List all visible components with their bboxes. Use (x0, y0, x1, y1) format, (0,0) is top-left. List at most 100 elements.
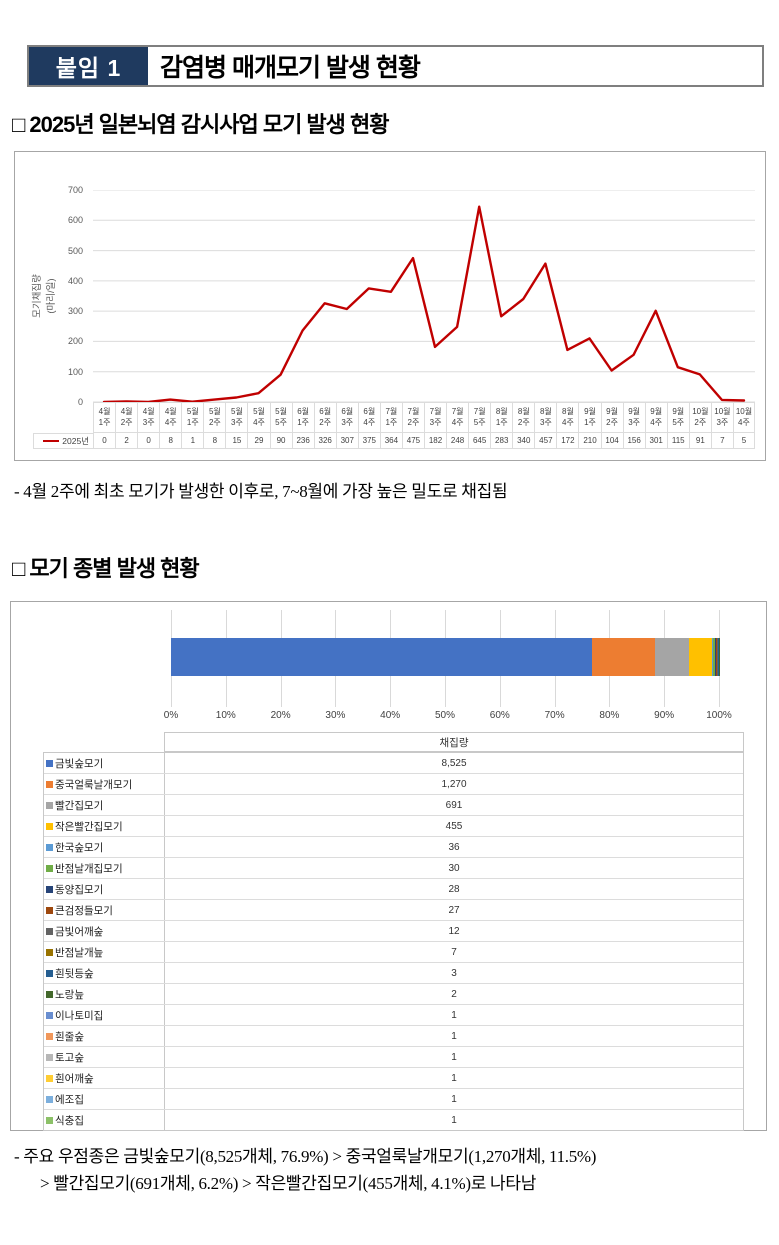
percent-tick-label: 10% (216, 710, 236, 721)
week-value-cell: 2 (115, 433, 137, 449)
species-count-cell: 1 (165, 1068, 743, 1088)
percent-tick-label: 40% (380, 710, 400, 721)
percent-tick-label: 60% (490, 710, 510, 721)
week-value-cell: 210 (578, 433, 600, 449)
section2-note-line2: > 빨간집모기(691개체, 6.2%) > 작은빨간집모기(455개체, 4.… (14, 1170, 779, 1197)
table-corner (33, 402, 93, 433)
species-count-cell: 455 (165, 816, 743, 836)
y-tick-label: 300 (43, 306, 83, 316)
week-value-cell: 8 (203, 433, 225, 449)
species-count-cell: 1,270 (165, 774, 743, 794)
species-name-cell: 이나토미집 (44, 1005, 165, 1025)
species-legend-swatch (46, 991, 53, 998)
species-count-cell: 7 (165, 942, 743, 962)
bar-segment (655, 638, 689, 676)
week-value-cell: 236 (292, 433, 314, 449)
line-legend-swatch (43, 440, 59, 442)
week-value-cell: 7 (711, 433, 733, 449)
species-count-cell: 1 (165, 1047, 743, 1067)
percent-axis: 0%10%20%30%40%50%60%70%80%90%100% (171, 710, 719, 723)
line-series-svg (93, 190, 755, 402)
species-name-cell: 식충집 (44, 1110, 165, 1130)
species-legend-swatch (46, 970, 53, 977)
week-value-cell: 115 (667, 433, 689, 449)
week-value-cell: 104 (601, 433, 623, 449)
week-value-cell: 457 (534, 433, 556, 449)
species-count-cell: 2 (165, 984, 743, 1004)
species-count-cell: 28 (165, 879, 743, 899)
species-legend-swatch (46, 928, 53, 935)
y-tick-label: 700 (43, 185, 83, 195)
species-count-cell: 1 (165, 1005, 743, 1025)
week-value-cell: 5 (733, 433, 755, 449)
y-tick-label: 200 (43, 336, 83, 346)
species-name-cell: 흰줄숲 (44, 1026, 165, 1046)
species-count-cell: 8,525 (165, 753, 743, 773)
species-legend-swatch (46, 760, 53, 767)
species-name-cell: 노랑늪 (44, 984, 165, 1004)
species-legend-swatch (46, 1012, 53, 1019)
percent-tick-label: 70% (545, 710, 565, 721)
week-value-cell: 90 (270, 433, 292, 449)
species-name-cell: 반점날개늪 (44, 942, 165, 962)
week-value-cell: 645 (468, 433, 490, 449)
species-name-cell: 반점날개집모기 (44, 858, 165, 878)
week-value-cell: 182 (424, 433, 446, 449)
species-name-cell: 동양집모기 (44, 879, 165, 899)
species-legend-swatch (46, 823, 53, 830)
species-name-cell: 중국얼룩날개모기 (44, 774, 165, 794)
species-count-cell: 1 (165, 1026, 743, 1046)
week-value-cell: 91 (689, 433, 711, 449)
section2-title: □ 모기 종별 발생 현황 (12, 555, 779, 582)
bar-segment (689, 638, 711, 676)
percent-tick-label: 20% (271, 710, 291, 721)
week-value-cell: 283 (490, 433, 512, 449)
species-legend-swatch (46, 886, 53, 893)
week-value-cell: 307 (336, 433, 358, 449)
catch-amount-header: 채집량 (164, 732, 744, 752)
attachment-banner: 붙임 1 감염병 매개모기 발생 현황 (27, 45, 764, 87)
stacked-bar (171, 638, 719, 676)
section1-title: □ 2025년 일본뇌염 감시사업 모기 발생 현황 (12, 111, 779, 138)
species-bar-chart: 0%10%20%30%40%50%60%70%80%90%100% 채집량 금빛… (10, 601, 767, 1131)
species-legend-swatch (46, 781, 53, 788)
species-count-cell: 3 (165, 963, 743, 983)
species-name-cell: 작은빨간집모기 (44, 816, 165, 836)
week-value-cell: 475 (402, 433, 424, 449)
species-name-cell: 금빛숲모기 (44, 753, 165, 773)
percent-tick-label: 0% (164, 710, 178, 721)
week-value-cell: 375 (358, 433, 380, 449)
percent-gridline (719, 610, 720, 707)
y-tick-label: 500 (43, 246, 83, 256)
species-count-cell: 1 (165, 1089, 743, 1109)
species-name-cell: 한국숲모기 (44, 837, 165, 857)
